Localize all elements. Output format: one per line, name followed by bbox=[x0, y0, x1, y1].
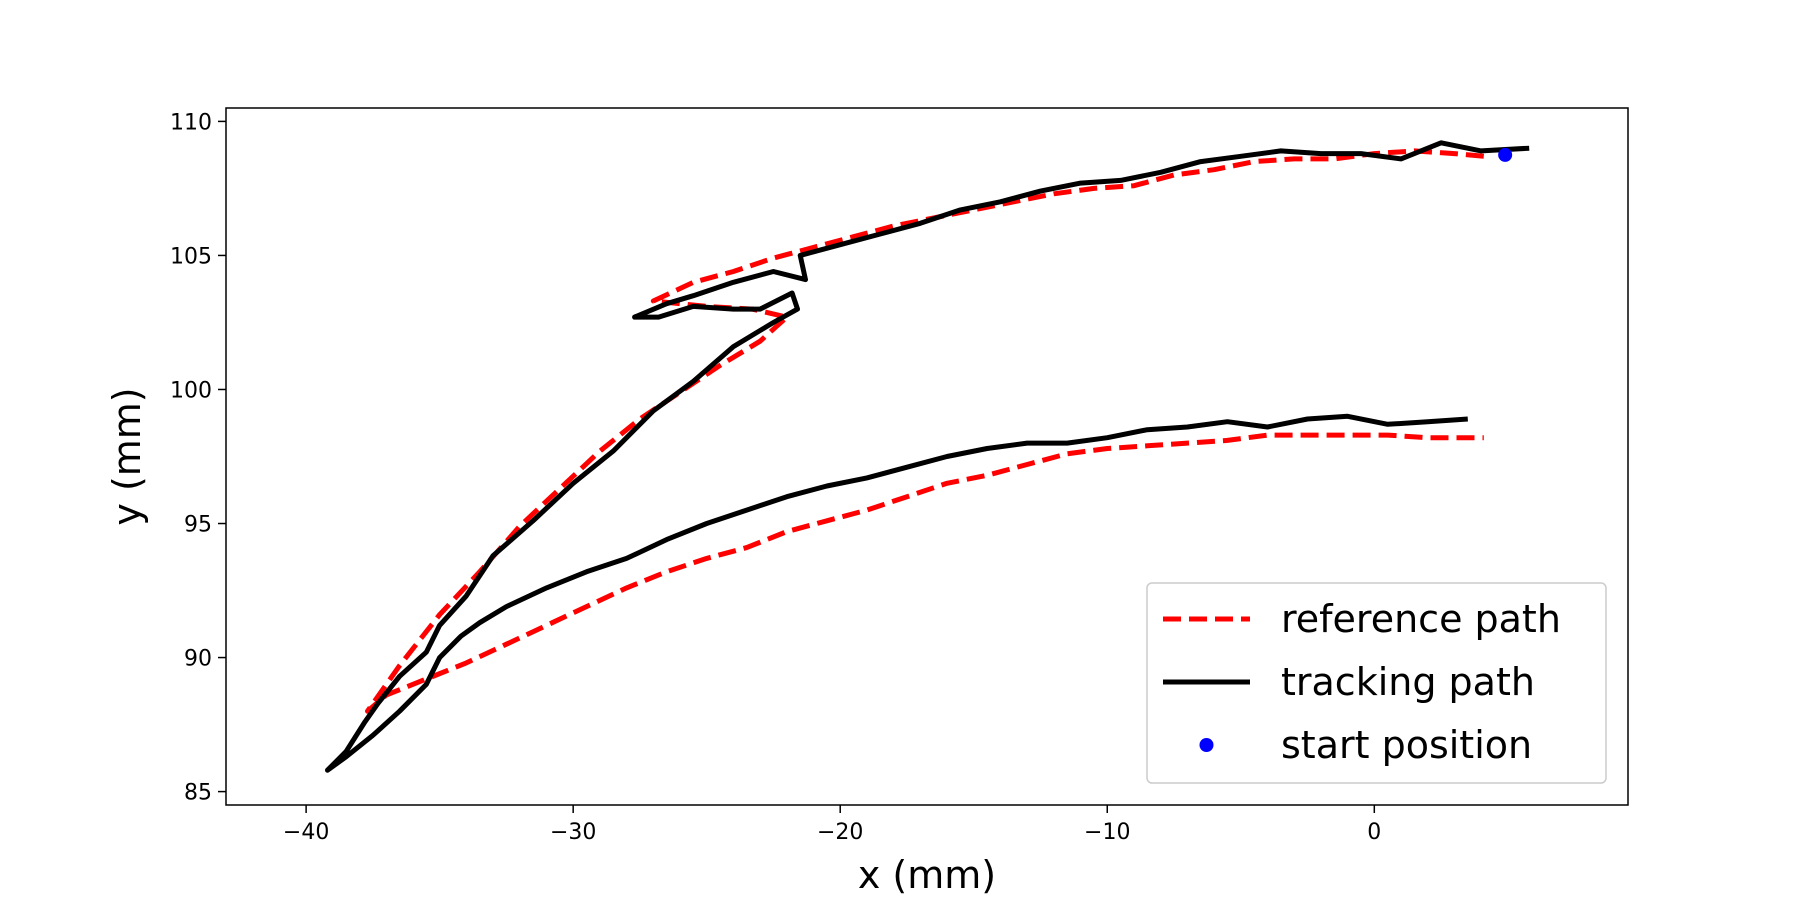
legend: reference path tracking path start posit… bbox=[1146, 582, 1607, 784]
start-position-point bbox=[1498, 147, 1513, 162]
legend-label-reference-path: reference path bbox=[1281, 597, 1561, 641]
y-tick-label: 85 bbox=[184, 781, 212, 806]
y-axis-label: y (mm) bbox=[105, 387, 149, 525]
x-tick-label: −20 bbox=[817, 820, 863, 845]
tracking-path-line bbox=[325, 140, 1530, 773]
x-tick-label: 0 bbox=[1367, 820, 1381, 845]
y-tick-label: 110 bbox=[170, 110, 212, 135]
y-axis-ticks: 85 90 95 100 105 110 bbox=[170, 110, 226, 806]
y-tick-label: 90 bbox=[184, 647, 212, 672]
x-tick-label: −40 bbox=[283, 820, 329, 845]
legend-box bbox=[1146, 582, 1607, 784]
series-layer bbox=[325, 140, 1530, 773]
x-axis-ticks: −40 −30 −20 −10 0 bbox=[283, 805, 1381, 845]
y-tick-label: 100 bbox=[170, 378, 212, 403]
legend-swatch-start-position bbox=[1199, 738, 1214, 752]
plot-frame bbox=[225, 107, 1629, 806]
x-tick-label: −10 bbox=[1084, 820, 1130, 845]
y-tick-label: 95 bbox=[184, 513, 212, 538]
legend-label-tracking-path: tracking path bbox=[1281, 660, 1535, 704]
y-tick-label: 105 bbox=[170, 244, 212, 269]
x-axis-label: x (mm) bbox=[858, 853, 996, 897]
legend-label-start-position: start position bbox=[1281, 723, 1532, 767]
x-tick-label: −30 bbox=[550, 820, 596, 845]
